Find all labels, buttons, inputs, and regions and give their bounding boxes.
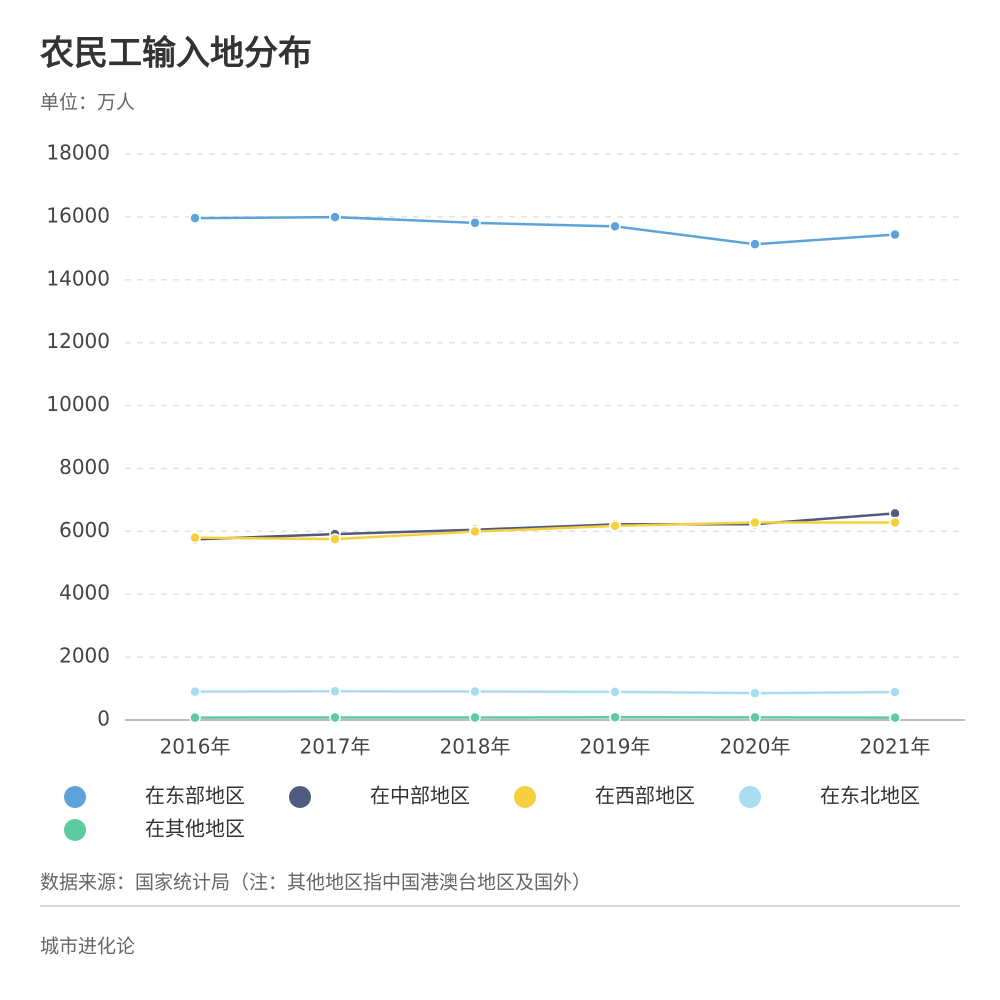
data-point [749, 516, 761, 529]
legend-label: 在西部地区 [595, 784, 695, 808]
data-point [469, 685, 481, 698]
data-point [609, 686, 621, 698]
data-point [329, 211, 341, 223]
legend-label: 在中部地区 [370, 784, 470, 808]
data-point [189, 531, 201, 544]
source-note: 数据来源：国家统计局（注：其他地区指中国港澳台地区及国外） [40, 872, 591, 894]
data-point [329, 711, 341, 724]
data-point [609, 520, 621, 532]
data-point [889, 711, 901, 724]
series-line [194, 215, 896, 246]
series-line [194, 512, 896, 541]
data-point [889, 228, 901, 241]
y-tick-label: 6000 [59, 518, 110, 542]
data-point [609, 220, 621, 233]
legend-swatch [514, 786, 536, 808]
legend-swatch [64, 819, 86, 841]
data-point [189, 711, 201, 724]
x-tick-label: 2020年 [720, 735, 791, 759]
y-tick-label: 16000 [46, 203, 110, 227]
y-tick-label: 12000 [46, 329, 110, 353]
data-point [889, 686, 901, 698]
data-point [189, 212, 201, 224]
y-tick-label: 14000 [46, 266, 110, 290]
data-point [749, 687, 761, 699]
y-tick-label: 4000 [59, 581, 110, 605]
data-point [469, 525, 481, 538]
chart-title: 农民工输入地分布 [40, 34, 312, 74]
data-point [329, 685, 341, 698]
x-tick-label: 2019年 [580, 735, 651, 759]
legend-label: 在东部地区 [145, 784, 245, 808]
unit-label: 单位：万人 [40, 92, 135, 114]
data-point [609, 711, 621, 724]
y-tick-label: 18000 [46, 141, 110, 165]
legend-swatch [739, 786, 761, 808]
x-tick-label: 2016年 [160, 735, 231, 759]
y-tick-label: 8000 [59, 455, 110, 479]
legend-label: 在东北地区 [820, 784, 920, 808]
data-point [189, 685, 201, 698]
series-line [194, 690, 896, 695]
data-point [889, 516, 901, 529]
y-tick-label: 10000 [46, 392, 110, 416]
data-point [329, 533, 341, 545]
legend-swatch [289, 786, 311, 808]
y-tick-label: 2000 [59, 644, 110, 668]
x-tick-label: 2021年 [860, 735, 931, 759]
data-point [749, 238, 761, 250]
data-point [749, 711, 761, 724]
data-point [469, 711, 481, 724]
y-tick-label: 0 [97, 707, 110, 731]
x-tick-label: 2018年 [440, 735, 511, 759]
x-tick-label: 2017年 [300, 735, 371, 759]
legend-swatch [64, 786, 86, 808]
data-point [469, 217, 481, 229]
series-line [194, 521, 896, 541]
legend-label: 在其他地区 [145, 817, 245, 841]
footer: 城市进化论 [40, 936, 135, 958]
